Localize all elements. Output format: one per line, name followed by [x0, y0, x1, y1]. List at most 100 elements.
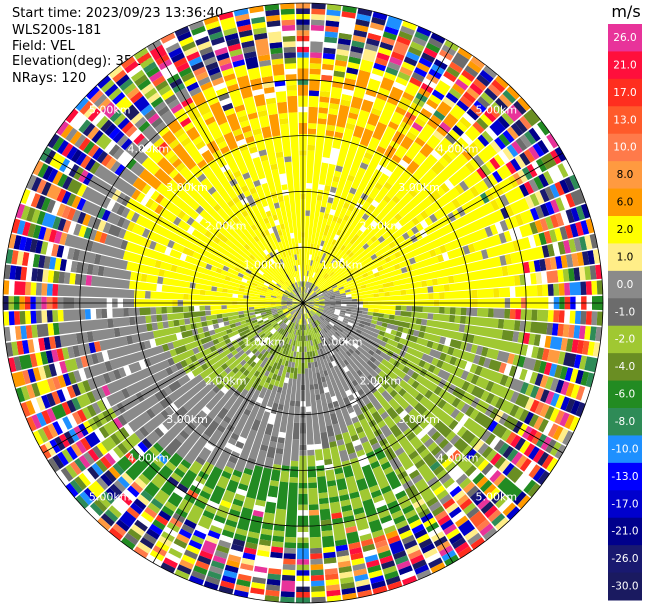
velocity-gate	[227, 43, 242, 52]
velocity-gate	[461, 133, 473, 145]
velocity-gate	[131, 331, 155, 344]
velocity-gate	[417, 123, 436, 143]
velocity-gate	[423, 423, 434, 434]
velocity-gate	[306, 307, 314, 316]
velocity-gate	[52, 421, 63, 436]
velocity-gate	[319, 239, 381, 290]
velocity-gate	[356, 449, 366, 458]
velocity-gate	[95, 133, 112, 150]
velocity-gate	[394, 376, 403, 385]
velocity-gate	[371, 411, 383, 424]
velocity-gate	[288, 285, 293, 291]
velocity-gate	[167, 98, 180, 110]
velocity-gate	[326, 14, 340, 22]
velocity-gate	[259, 333, 266, 339]
colorbar-block	[608, 270, 642, 299]
velocity-gate	[289, 255, 300, 288]
velocity-gate	[253, 133, 266, 152]
velocity-gate	[397, 71, 411, 82]
velocity-gate	[113, 147, 125, 160]
velocity-gate	[462, 245, 471, 255]
velocity-gate	[310, 291, 315, 296]
velocity-gate	[320, 315, 326, 320]
velocity-gate	[463, 170, 483, 189]
velocity-gate	[63, 272, 71, 284]
velocity-gate	[338, 32, 352, 41]
velocity-gate	[322, 381, 328, 388]
velocity-gate	[360, 538, 374, 547]
velocity-gate	[353, 568, 368, 577]
velocity-gate	[376, 145, 386, 155]
velocity-gate	[349, 51, 363, 59]
velocity-gate	[255, 344, 262, 351]
velocity-gate	[301, 281, 303, 287]
velocity-gate	[305, 276, 308, 282]
velocity-gate	[321, 376, 326, 383]
velocity-gate	[180, 180, 224, 224]
velocity-gate	[367, 564, 382, 574]
velocity-gate	[506, 448, 519, 462]
velocity-gate	[372, 268, 379, 274]
velocity-gate	[362, 543, 376, 553]
velocity-gate	[30, 310, 37, 324]
velocity-gate	[303, 292, 307, 303]
colorbar-block	[608, 78, 642, 107]
velocity-gate	[509, 404, 520, 417]
velocity-gate	[279, 321, 285, 327]
velocity-gate	[220, 386, 229, 394]
velocity-gate	[489, 436, 501, 449]
velocity-gate	[340, 310, 346, 314]
velocity-gate	[113, 327, 121, 338]
velocity-gate	[130, 524, 145, 537]
velocity-gate	[376, 265, 384, 272]
velocity-gate	[38, 366, 47, 380]
velocity-gate	[121, 472, 134, 485]
velocity-gate	[233, 533, 247, 542]
velocity-gate	[95, 459, 108, 473]
velocity-gate	[122, 250, 157, 267]
velocity-gate	[313, 306, 319, 309]
velocity-gate	[155, 514, 169, 526]
velocity-gate	[163, 270, 240, 291]
velocity-gate	[373, 534, 387, 544]
velocity-gate	[183, 76, 197, 87]
velocity-gate	[225, 442, 235, 451]
velocity-gate	[479, 69, 494, 83]
velocity-gate	[326, 332, 335, 342]
velocity-gate	[313, 285, 318, 291]
velocity-gate	[251, 282, 258, 287]
velocity-gate	[310, 547, 322, 554]
velocity-gate	[317, 262, 322, 269]
velocity-gate	[546, 270, 559, 284]
velocity-gate	[444, 179, 455, 190]
velocity-gate	[72, 248, 81, 261]
velocity-gate	[256, 284, 263, 289]
velocity-gate	[353, 421, 362, 429]
velocity-gate	[240, 148, 259, 182]
velocity-gate	[306, 287, 310, 293]
velocity-gate	[387, 535, 401, 545]
velocity-gate	[168, 154, 179, 165]
velocity-gate	[133, 546, 149, 559]
velocity-gate	[179, 469, 198, 489]
velocity-gate	[323, 319, 334, 328]
velocity-gate	[243, 362, 250, 370]
velocity-gate	[449, 104, 466, 121]
velocity-gate	[216, 287, 223, 293]
velocity-gate	[438, 157, 449, 168]
velocity-gate	[248, 411, 271, 460]
velocity-gate	[456, 100, 469, 112]
velocity-gate	[306, 270, 309, 277]
velocity-gate	[272, 63, 285, 76]
velocity-gate	[285, 482, 298, 538]
velocity-gate	[366, 382, 378, 394]
velocity-gate	[324, 185, 331, 192]
velocity-gate	[573, 237, 582, 252]
velocity-gate	[448, 129, 461, 141]
velocity-gate	[237, 436, 247, 444]
velocity-gate	[9, 265, 17, 280]
velocity-gate	[168, 452, 184, 468]
velocity-gate	[170, 364, 179, 373]
velocity-gate	[119, 78, 134, 91]
velocity-gate	[183, 519, 197, 530]
